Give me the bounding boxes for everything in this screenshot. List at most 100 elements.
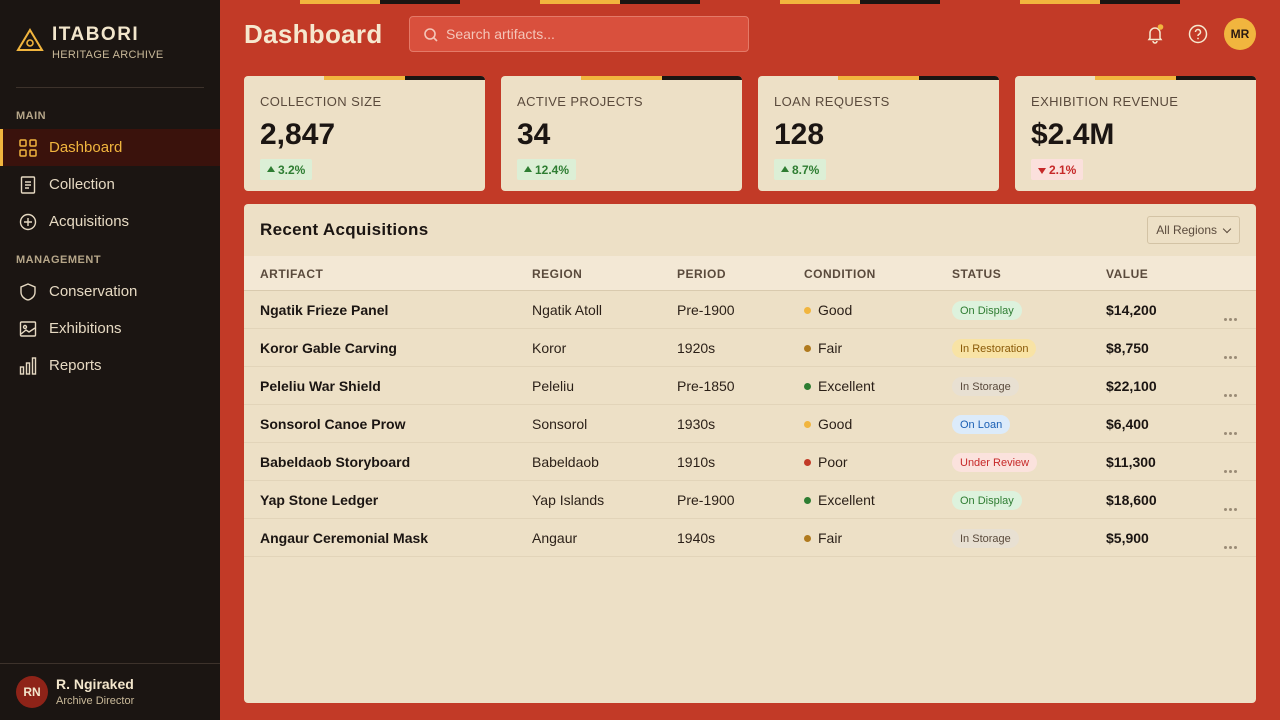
row-actions[interactable] [1224,460,1239,478]
decoration [19,366,25,375]
nav-label: Reports [49,357,102,374]
region: Peleliu [532,378,575,394]
table-row[interactable]: Sonsorol Canoe Prow Sonsorol 1930s Good On L… [244,405,1256,443]
decoration [20,283,36,301]
decoration [1157,24,1164,30]
condition-dot [804,459,811,466]
decoration [20,327,36,335]
card-accent [838,76,919,80]
period: Pre-1850 [677,378,735,394]
region-filter[interactable]: All Regions [1147,216,1240,244]
table-row[interactable]: Peleliu War Shield Peleliu Pre-1850 Excelle… [244,367,1256,405]
artifact-name: Angaur Ceremonial Mask [260,530,429,546]
row-actions[interactable] [1224,422,1239,440]
brand: ITABORI [52,24,140,45]
nav-item[interactable]: Collection [0,166,220,203]
dot [1229,394,1232,397]
stat-card: COLLECTION SIZE 2,847 3.2% [244,76,485,191]
card-accent [919,76,999,80]
region: Angaur [532,530,578,546]
status-badge: On Loan [952,415,1011,434]
stat-label: EXHIBITION REVENUE [1031,94,1179,109]
dot [1229,470,1232,473]
dot [1224,508,1227,511]
region: Ngatik Atoll [532,302,603,318]
decoration [20,176,36,194]
decoration [1194,28,1202,37]
status-badge: On Display [952,491,1022,510]
table-header: ARTIFACT REGION PERIOD CONDITION STATUS VALUE [244,256,1256,291]
dot [1224,546,1227,549]
dot [1229,508,1232,511]
sidebar: ITABORI HERITAGE ARCHIVE MAIN Dashboard … [0,0,220,720]
dot [1234,470,1237,473]
nav-item[interactable]: Reports [0,347,220,384]
region: Yap Islands [532,492,605,508]
decoration [1197,37,1199,40]
stat-label: LOAN REQUESTS [774,94,890,109]
condition-dot [804,535,811,542]
decoration [380,0,460,4]
nav-item[interactable]: Acquisitions [0,203,220,240]
condition-label: Poor [818,454,848,470]
status-badge: In Restoration [952,339,1037,358]
stat-value: $2.4M [1031,118,1115,151]
user-profile[interactable]: RN R. Ngiraked Archive Director [0,663,220,720]
decoration [29,139,37,147]
nav-label: Acquisitions [49,213,130,230]
stat-card: EXHIBITION REVENUE $2.4M 2.1% [1015,76,1256,191]
status-badge: In Storage [952,377,1019,396]
status-badge: In Storage [952,529,1019,548]
dot [1234,318,1237,321]
row-actions[interactable] [1224,346,1239,364]
card-accent [662,76,742,80]
stat-change: 12.4% [517,159,577,180]
row-actions[interactable] [1224,384,1239,402]
decoration [1100,0,1180,4]
stat-value: 2,847 [260,118,336,151]
decoration [22,324,28,330]
table-row[interactable]: Ngatik Frieze Panel Ngatik Atoll Pre-1900 G… [244,291,1256,329]
artifact-name: Ngatik Frieze Panel [260,302,389,318]
dot [1229,318,1232,321]
search-box[interactable]: Search artifacts... [409,16,749,52]
decoration [19,139,27,147]
column-header: ARTIFACT [260,267,324,281]
condition-label: Good [818,302,853,318]
table-row[interactable]: Angaur Ceremonial Mask Angaur 1940s Fair In … [244,519,1256,557]
value: $8,750 [1106,340,1149,356]
card-accent [1176,76,1256,80]
decoration [31,357,37,375]
value: $5,900 [1106,530,1149,546]
row-actions[interactable] [1224,308,1239,326]
table-row[interactable]: Koror Gable Carving Koror 1920s Fair In Rest… [244,329,1256,367]
row-actions[interactable] [1224,498,1239,516]
stat-card: ACTIVE PROJECTS 34 12.4% [501,76,742,191]
decoration [19,321,37,337]
notifications-button[interactable] [1145,24,1165,44]
period: 1910s [677,454,716,470]
table-row[interactable]: Yap Stone Ledger Yap Islands Pre-1900 Excel… [244,481,1256,519]
dot [1234,432,1237,435]
nav-item[interactable]: Conservation [0,273,220,310]
help-button[interactable] [1188,24,1208,44]
table-row[interactable]: Babeldaob Storyboard Babeldaob 1910s Poor Un… [244,443,1256,481]
value: $18,600 [1106,492,1157,508]
row-actions[interactable] [1224,536,1239,554]
user-avatar: RN [16,676,48,708]
condition: Good [804,416,852,432]
decoration [1188,24,1208,44]
decoration [424,28,436,40]
value: $11,300 [1106,454,1156,470]
dot [1229,546,1232,549]
nav-item[interactable]: Exhibitions [0,310,220,347]
status-badge: On Display [952,301,1022,320]
decoration [16,28,44,51]
decoration [29,149,37,157]
nav-item[interactable]: Dashboard [0,129,220,166]
dot [1234,394,1237,397]
logo [16,28,44,51]
account-avatar[interactable]: MR [1224,18,1256,50]
decoration [19,321,37,337]
stat-change: 3.2% [260,159,313,180]
